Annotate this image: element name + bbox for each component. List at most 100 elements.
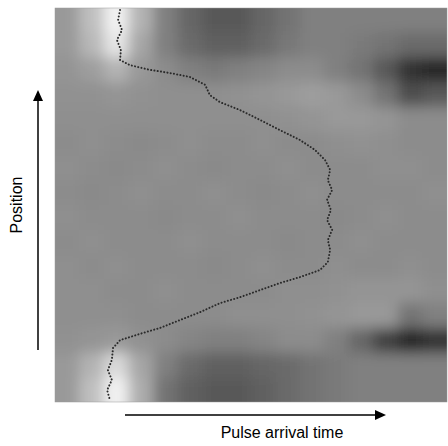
heat-cell [178, 279, 203, 304]
heat-cell [349, 8, 374, 33]
heat-cell [374, 377, 399, 402]
heat-cell [129, 107, 154, 132]
trace-line [107, 10, 332, 400]
heat-cell [227, 205, 252, 230]
heat-cell [251, 328, 276, 353]
heat-cell [325, 353, 350, 378]
heat-cell [153, 131, 178, 156]
heat-cell [251, 57, 276, 82]
heat-cell [202, 304, 227, 329]
heat-cell [104, 254, 129, 279]
heat-cell [153, 328, 178, 353]
heat-cell [80, 131, 105, 156]
heat-cell [104, 353, 129, 378]
heat-cell [349, 328, 374, 353]
heat-cell [202, 131, 227, 156]
heat-cell [129, 33, 154, 58]
heat-cell [423, 131, 448, 156]
heat-cell [80, 279, 105, 304]
heat-cell [349, 180, 374, 205]
heat-cell [153, 156, 178, 181]
heat-cell [349, 353, 374, 378]
heat-cell [80, 377, 105, 402]
heat-cell [129, 8, 154, 33]
heat-cell [178, 57, 203, 82]
heat-cell [104, 156, 129, 181]
heat-cell [251, 8, 276, 33]
heat-cell [104, 279, 129, 304]
heat-cell [325, 107, 350, 132]
heat-cell [398, 205, 423, 230]
heat-cell [374, 279, 399, 304]
heat-cell [374, 8, 399, 33]
heat-cell [153, 8, 178, 33]
heat-cell [153, 180, 178, 205]
heat-cell [251, 156, 276, 181]
heat-cell [202, 180, 227, 205]
heat-cell [325, 57, 350, 82]
heat-cell [202, 328, 227, 353]
heat-cell [325, 377, 350, 402]
heat-cell [251, 377, 276, 402]
heat-cell [349, 107, 374, 132]
y-axis-title: Position [8, 177, 25, 234]
plot-background [55, 8, 447, 402]
heat-cell [55, 8, 80, 33]
heat-cell [300, 230, 325, 255]
heat-cell [276, 156, 301, 181]
heat-cell [80, 328, 105, 353]
heat-cell [398, 304, 423, 329]
heat-cell [300, 279, 325, 304]
heat-cell [55, 377, 80, 402]
heat-cell [227, 156, 252, 181]
heat-cell [398, 279, 423, 304]
heat-cell [300, 304, 325, 329]
heat-cell [374, 156, 399, 181]
heat-cell [276, 328, 301, 353]
heat-cell [374, 205, 399, 230]
heat-cell [423, 205, 448, 230]
heat-cell [349, 33, 374, 58]
heat-cell [227, 180, 252, 205]
heat-cell [251, 205, 276, 230]
heat-cell [227, 82, 252, 107]
heat-cell [423, 328, 448, 353]
heat-cell [153, 57, 178, 82]
heat-cell [153, 254, 178, 279]
heat-cell [227, 107, 252, 132]
heat-cell [398, 156, 423, 181]
heat-cell [300, 8, 325, 33]
heat-cell [202, 279, 227, 304]
heat-cell [129, 230, 154, 255]
heat-cell [178, 8, 203, 33]
heat-cell [300, 57, 325, 82]
heat-cell [178, 205, 203, 230]
heat-cell [202, 57, 227, 82]
heat-cell [104, 304, 129, 329]
heat-cell [129, 279, 154, 304]
heat-cell [202, 205, 227, 230]
heat-cell [423, 230, 448, 255]
heat-cell [80, 156, 105, 181]
heat-cell [55, 33, 80, 58]
heat-cell [349, 279, 374, 304]
y-arrow-shaft [37, 100, 39, 350]
heat-cell [178, 254, 203, 279]
heat-cell [80, 33, 105, 58]
heat-cell [423, 377, 448, 402]
heat-cell [178, 82, 203, 107]
heat-cell [374, 107, 399, 132]
heatmap [55, 8, 447, 402]
heat-cell [423, 279, 448, 304]
heat-cell [374, 230, 399, 255]
heat-cell [178, 230, 203, 255]
heat-cell [349, 57, 374, 82]
heat-cell [202, 8, 227, 33]
heat-cell [251, 353, 276, 378]
heat-cell [300, 180, 325, 205]
heat-cell [276, 353, 301, 378]
heat-cell [55, 254, 80, 279]
heat-cell [398, 57, 423, 82]
heat-cell [325, 328, 350, 353]
heat-cell [300, 82, 325, 107]
